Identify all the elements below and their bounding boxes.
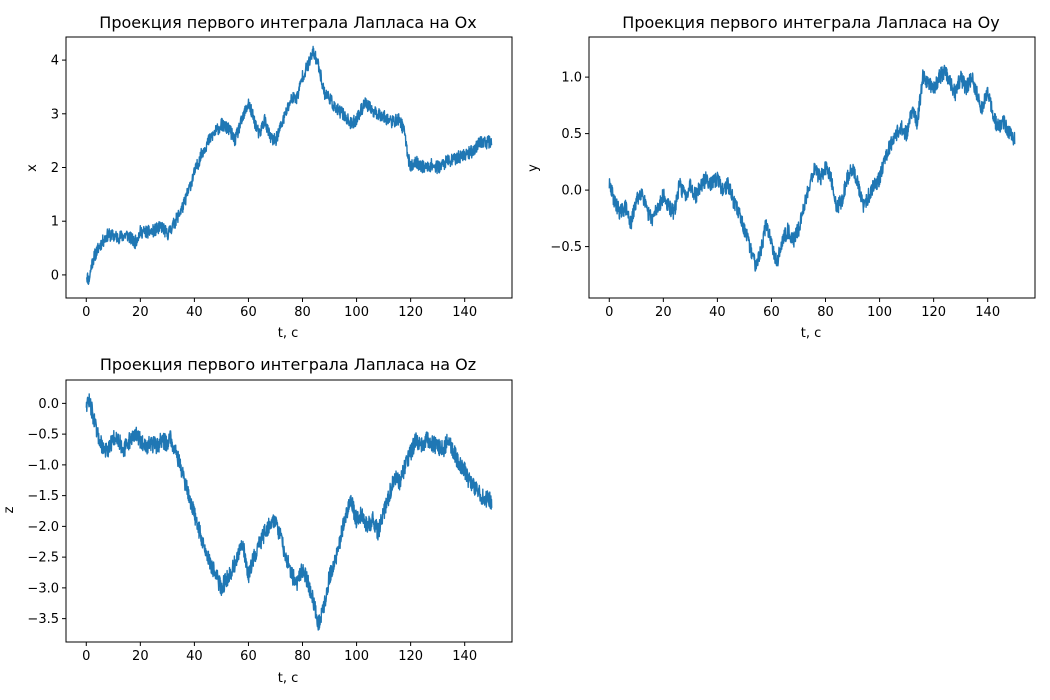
ticks-ox: 0 20 40 60 80 100 120 140 0 1 2 3 4: [51, 54, 477, 320]
y-axis-label-oy: y: [526, 164, 541, 172]
y-tick-label: −2.5: [27, 551, 59, 566]
y-tick-label: 0.0: [561, 184, 582, 199]
x-tick-label: 100: [344, 649, 369, 664]
x-tick-label: 120: [398, 305, 423, 320]
x-tick-label: 0: [82, 305, 90, 320]
y-tick-label: −1.0: [27, 458, 59, 473]
ticks-oz: 0 20 40 60 80 100 120 140 0.0 −0.5 −1.0 −1.5 −2.0 −2.…: [27, 397, 477, 664]
y-tick-label: 1: [51, 215, 59, 230]
y-tick-label: 1.0: [561, 71, 582, 86]
x-tick-label: 0: [82, 649, 90, 664]
x-tick-label: 40: [709, 305, 726, 320]
x-tick-label: 140: [452, 305, 477, 320]
y-tick-label: −3.5: [27, 612, 59, 627]
y-tick-label: 4: [51, 54, 59, 69]
x-tick-label: 60: [240, 649, 257, 664]
y-axis-label-ox: x: [25, 164, 40, 172]
plot-title-ox: Проекция первого интеграла Лапласа на Ox: [99, 13, 476, 32]
x-tick-label: 40: [186, 305, 203, 320]
x-axis-label-oz: t, c: [278, 671, 299, 686]
plot-area-oz: [85, 393, 493, 631]
axes-frame-ox: [65, 36, 513, 299]
subplot-ox: Проекция первого интеграла Лапласа на Ox…: [25, 13, 513, 341]
x-axis-label-oy: t, c: [801, 326, 822, 341]
y-tick-label: −2.0: [27, 520, 59, 535]
x-tick-label: 80: [817, 305, 834, 320]
y-tick-label: 2: [51, 161, 59, 176]
plot-area-oy: [608, 64, 1016, 272]
subplot-oy: Проекция первого интеграла Лапласа на Oy…: [526, 13, 1036, 341]
x-tick-label: 120: [398, 649, 423, 664]
x-tick-label: 80: [294, 305, 311, 320]
x-tick-label: 0: [605, 305, 613, 320]
x-tick-label: 140: [452, 649, 477, 664]
series-line-oz: [85, 393, 493, 631]
x-tick-label: 60: [763, 305, 780, 320]
x-tick-label: 100: [344, 305, 369, 320]
x-tick-label: 20: [132, 305, 149, 320]
x-tick-label: 20: [655, 305, 672, 320]
axes-frame-oy: [588, 36, 1036, 299]
subplot-oz: Проекция первого интеграла Лапласа на Oz…: [2, 355, 513, 686]
y-tick-label: −3.0: [27, 581, 59, 596]
ticks-oy: 0 20 40 60 80 100 120 140 −0.5 0.0 0.5 1.0: [550, 71, 1000, 320]
axes-frame-oz: [65, 379, 513, 643]
x-tick-label: 80: [294, 649, 311, 664]
x-tick-label: 120: [921, 305, 946, 320]
x-axis-label-ox: t, c: [278, 326, 299, 341]
x-tick-label: 60: [240, 305, 257, 320]
y-tick-label: 0.5: [561, 127, 582, 142]
y-tick-label: 0: [51, 268, 59, 283]
y-tick-label: −0.5: [27, 428, 59, 443]
x-tick-label: 140: [975, 305, 1000, 320]
x-tick-label: 20: [132, 649, 149, 664]
plot-title-oz: Проекция первого интеграла Лапласа на Oz: [100, 355, 476, 374]
x-tick-label: 100: [867, 305, 892, 320]
y-tick-label: −1.5: [27, 489, 59, 504]
series-line-ox: [85, 45, 493, 285]
y-tick-label: −0.5: [550, 240, 582, 255]
plot-area-ox: [85, 45, 493, 285]
plot-title-oy: Проекция первого интеграла Лапласа на Oy: [622, 13, 999, 32]
series-line-oy: [608, 64, 1016, 272]
y-tick-label: 3: [51, 107, 59, 122]
x-tick-label: 40: [186, 649, 203, 664]
y-axis-label-oz: z: [2, 506, 17, 513]
y-tick-label: 0.0: [38, 397, 59, 412]
